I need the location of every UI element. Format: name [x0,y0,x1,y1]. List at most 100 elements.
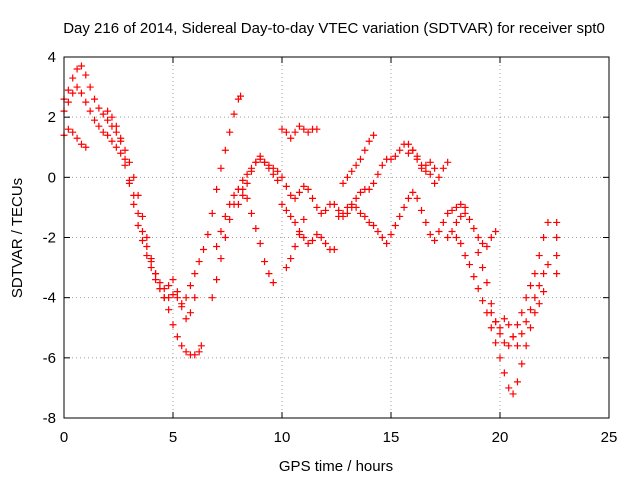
data-point [213,243,221,251]
data-point [391,152,399,160]
data-point [112,122,120,130]
data-point [265,164,273,172]
data-point [361,212,369,220]
data-point [431,237,439,245]
data-point [156,279,164,287]
y-tick-label: -2 [43,230,56,247]
data-point [535,252,543,260]
data-point [304,128,312,136]
data-point [452,203,460,211]
data-point [282,264,290,272]
data-point [287,191,295,199]
data-point [317,234,325,241]
data-point [226,215,234,223]
data-point [160,294,168,302]
data-point [243,179,251,187]
data-point [95,104,103,112]
data-point [465,261,473,269]
data-point [505,342,513,350]
data-point [322,206,330,214]
data-point [309,237,317,245]
data-point [422,218,430,226]
data-point [256,240,264,248]
data-point [278,125,286,133]
data-point [470,224,478,232]
data-point [448,206,456,214]
data-point [304,240,312,248]
data-point [474,234,482,241]
data-point [500,369,508,377]
data-point [352,194,360,202]
data-point [108,137,116,145]
data-point [531,309,539,317]
data-point [448,227,456,235]
data-point [492,318,500,326]
data-point [295,122,303,130]
data-point [409,146,417,154]
data-point [173,333,181,341]
data-point [282,206,290,214]
data-point [221,212,229,220]
x-tick-label: 25 [601,429,618,446]
y-tick-label: -6 [43,350,56,367]
data-point [204,230,212,238]
series-9 [282,215,308,272]
data-point [544,261,552,269]
data-point [439,218,447,226]
data-point [95,122,103,130]
series-16 [487,261,552,350]
data-point [400,203,408,211]
data-point [492,227,500,235]
data-point [282,182,290,190]
series-8 [278,122,321,142]
data-point [112,143,120,151]
data-point [138,212,146,220]
data-point [208,209,216,217]
series-4 [208,140,439,302]
data-point [513,342,521,350]
data-point [217,164,225,172]
data-point [165,306,173,314]
data-point [313,230,321,238]
data-point [304,185,312,193]
data-point [239,185,247,193]
data-point [104,131,112,139]
data-point [426,170,434,178]
data-point [309,194,317,202]
data-point [143,243,151,251]
data-point [165,282,173,290]
data-point [531,270,539,278]
data-point [91,116,99,124]
data-point [125,176,133,184]
data-point [138,227,146,235]
data-point [295,188,303,196]
data-point [413,152,421,160]
series-12 [404,146,452,187]
data-point [544,218,552,226]
series-5 [213,185,277,287]
data-point [356,155,364,163]
data-point [160,285,168,293]
data-point [418,206,426,214]
data-point [361,146,369,154]
data-point [330,200,338,208]
data-point [370,131,378,139]
data-point [186,282,194,290]
x-axis-label: GPS time / hours [279,458,393,475]
data-point [278,200,286,208]
data-point [243,170,251,178]
data-point [444,209,452,217]
data-point [500,315,508,323]
data-point [391,221,399,229]
data-point [540,288,548,296]
data-point [535,300,543,308]
y-tick-label: -8 [43,410,56,427]
data-point [169,291,177,299]
data-point [370,221,378,229]
data-point [221,234,229,241]
data-point [252,158,260,166]
data-point [474,249,482,257]
data-point [352,203,360,211]
data-point [112,128,120,136]
data-point [396,212,404,220]
